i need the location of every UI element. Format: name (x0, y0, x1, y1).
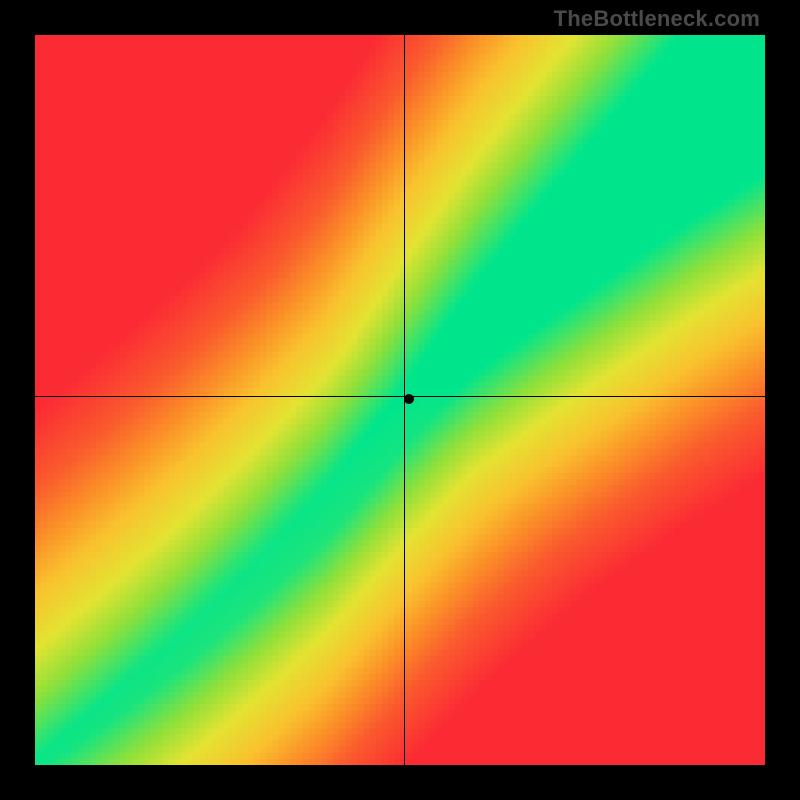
chart-container: TheBottleneck.com (0, 0, 800, 800)
crosshair-marker (404, 394, 414, 404)
plot-area (35, 35, 765, 765)
crosshair-horizontal (35, 396, 765, 397)
heatmap-canvas (35, 35, 765, 765)
watermark-text: TheBottleneck.com (554, 6, 760, 32)
